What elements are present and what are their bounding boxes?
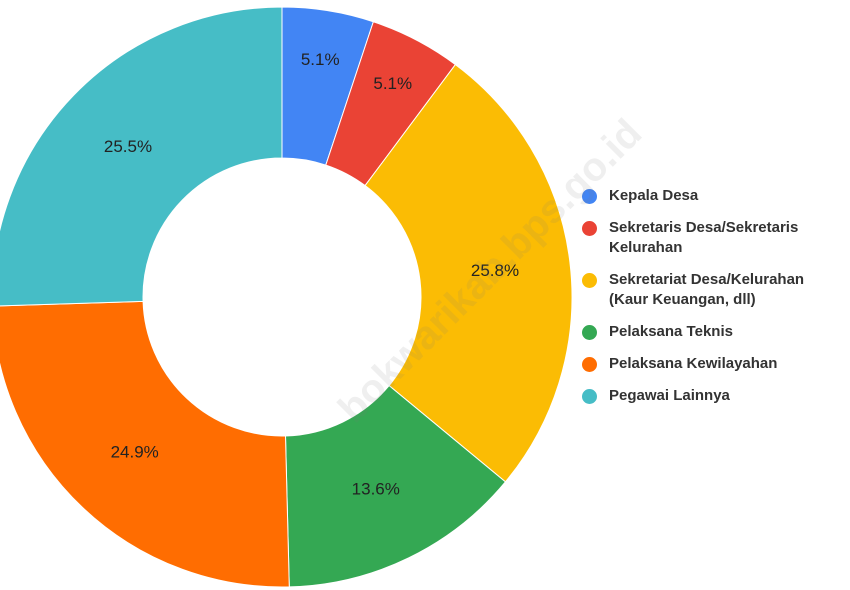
slice: [0, 300, 290, 588]
legend-marker: [582, 189, 597, 204]
data-label: 25.5%: [104, 137, 152, 156]
legend-marker: [582, 221, 597, 236]
legend-item: Pelaksana Teknis: [580, 322, 845, 342]
legend-item: Pegawai Lainnya: [580, 386, 845, 406]
legend-item: Sekretaris Desa/Sekretaris Kelurahan: [580, 218, 845, 258]
slice: [0, 6, 283, 307]
legend-label: Pegawai Lainnya: [609, 387, 730, 404]
data-label: 25.8%: [471, 261, 519, 280]
legend-label: Pelaksana Kewilayahan: [609, 355, 778, 372]
data-label: 13.6%: [352, 479, 400, 498]
legend-item: Pelaksana Kewilayahan: [580, 354, 845, 374]
legend-label: Sekretaris Desa/Sekretaris Kelurahan: [609, 219, 799, 256]
legend-marker: [582, 357, 597, 372]
legend-marker: [582, 389, 597, 404]
data-label: 24.9%: [111, 442, 159, 461]
legend-item: Sekretariat Desa/Kelurahan (Kaur Keuanga…: [580, 270, 845, 310]
legend-marker: [582, 273, 597, 288]
legend: Kepala Desa Sekretaris Desa/Sekretaris Ke…: [580, 186, 845, 418]
data-label: 5.1%: [301, 50, 340, 69]
legend-label: Pelaksana Teknis: [609, 323, 733, 340]
slice: [284, 384, 507, 588]
data-label: 5.1%: [373, 74, 412, 93]
slice: [364, 63, 573, 483]
legend-label: Sekretariat Desa/Kelurahan (Kaur Keuanga…: [609, 271, 805, 308]
legend-marker: [582, 325, 597, 340]
legend-item: Kepala Desa: [580, 186, 845, 206]
legend-label: Kepala Desa: [609, 187, 699, 204]
